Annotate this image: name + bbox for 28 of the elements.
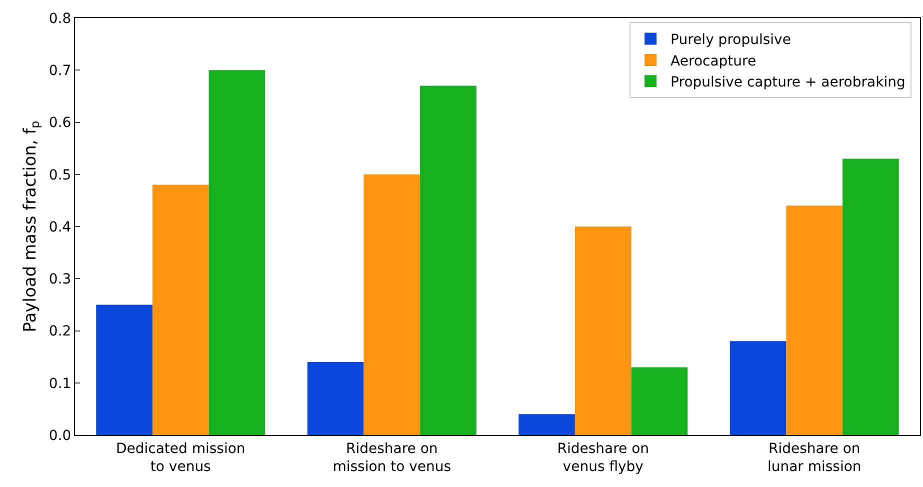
y-tick-label: 0.7: [48, 63, 72, 80]
legend-label: Propulsive capture + aerobraking: [670, 74, 906, 91]
y-tick-label: 0.2: [48, 324, 72, 340]
bar: [730, 341, 786, 435]
bar: [631, 367, 688, 435]
y-tick-label: 0.1: [48, 376, 72, 392]
y-tick-label: 0.4: [48, 219, 72, 236]
bar: [152, 184, 209, 435]
y-tick-label: 0.3: [48, 272, 72, 288]
bar: [364, 174, 420, 435]
x-tick-label: Dedicated mission to venus: [116, 440, 246, 475]
y-tick-label: 0.6: [48, 115, 72, 132]
bar: [420, 86, 476, 435]
x-tick-label: Rideshare on mission to venus: [332, 440, 452, 475]
bar: [842, 158, 899, 435]
y-tick-label: 0.8: [48, 10, 72, 27]
y-tick-label: 0.5: [48, 167, 72, 184]
bar: [574, 226, 632, 435]
bar: [96, 304, 152, 435]
y-tick-label: 0.0: [48, 428, 72, 444]
x-tick-label: Rideshare on lunar mission: [767, 440, 862, 475]
bar: [786, 206, 843, 435]
bar: [307, 362, 364, 435]
bar: [518, 414, 575, 435]
x-tick-label: Rideshare on venus flyby: [557, 440, 650, 475]
legend-label: Aerocapture: [670, 53, 756, 70]
legend-label: Purely propulsive: [670, 32, 791, 48]
bar: [208, 70, 266, 435]
